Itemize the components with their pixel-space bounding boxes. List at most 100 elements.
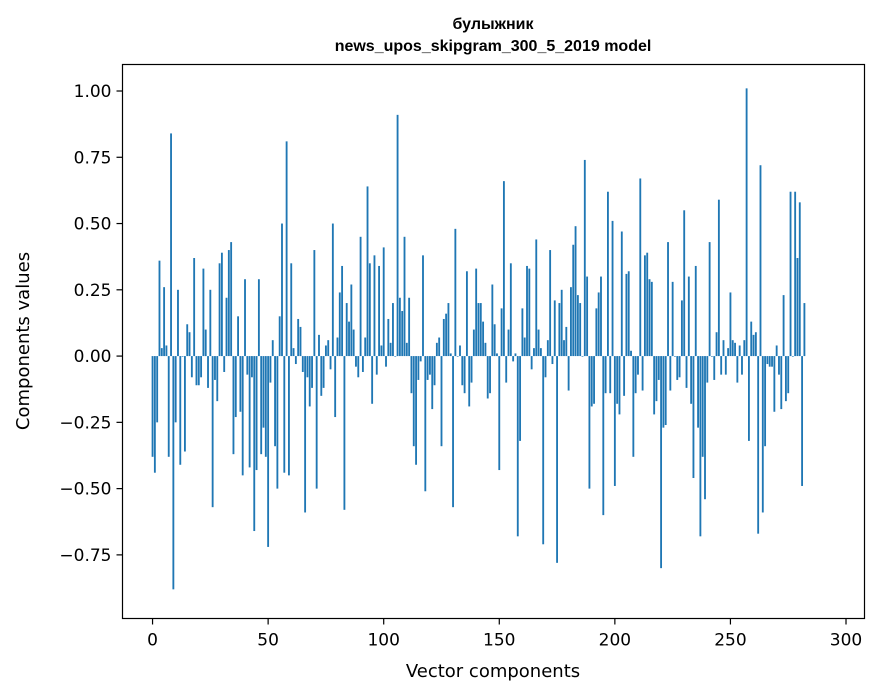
bar [375, 356, 378, 375]
bar [447, 303, 450, 357]
bar [683, 210, 686, 357]
bar [313, 250, 316, 357]
bar [165, 345, 168, 357]
bar [500, 308, 503, 357]
bar [579, 303, 582, 357]
bar [535, 239, 538, 357]
bar [544, 356, 547, 378]
bar [197, 356, 200, 386]
bar [338, 292, 341, 357]
bar [650, 281, 653, 357]
bar [445, 313, 448, 357]
bar [625, 273, 628, 357]
bar [602, 356, 605, 516]
bar [512, 356, 515, 362]
bar [551, 356, 554, 365]
bar [387, 318, 390, 357]
bar [741, 356, 743, 375]
bar [459, 345, 461, 357]
bar [724, 356, 727, 375]
bar [662, 356, 665, 428]
bar [401, 311, 404, 357]
bar [694, 265, 697, 357]
bar [211, 356, 214, 508]
bar [285, 141, 288, 357]
bar [775, 345, 778, 357]
bar [655, 356, 658, 402]
bar [382, 247, 385, 357]
bar [394, 356, 397, 357]
bar [366, 186, 369, 357]
bar [766, 356, 769, 365]
bar [641, 356, 644, 391]
bar [378, 265, 380, 357]
bar [546, 340, 549, 357]
bar [449, 353, 452, 357]
bar [729, 292, 732, 357]
bar [637, 356, 639, 375]
bar [794, 191, 797, 357]
bar [461, 356, 464, 386]
bar [493, 324, 496, 357]
y-axis-label: Components values [13, 252, 34, 430]
bar [530, 356, 533, 370]
bar [773, 356, 776, 412]
bar [560, 289, 563, 357]
bar [791, 356, 794, 357]
bar [345, 303, 348, 357]
bar [627, 271, 630, 357]
bar [507, 329, 510, 357]
bar [643, 255, 646, 357]
bar [764, 356, 767, 447]
bar [389, 342, 392, 357]
bar [697, 356, 699, 428]
bar [745, 88, 748, 357]
bar [574, 226, 577, 357]
bar [311, 356, 313, 388]
bar [452, 356, 454, 508]
bar [667, 242, 669, 357]
bar [167, 356, 170, 457]
bar [558, 303, 561, 357]
bar [193, 258, 196, 357]
bar [435, 342, 438, 357]
bar [787, 356, 790, 394]
y-tick-label: 0.50 [74, 215, 112, 235]
bar [692, 356, 695, 479]
bar [218, 263, 221, 357]
bar [491, 284, 494, 357]
bar [505, 356, 508, 383]
bar [750, 321, 753, 357]
bar [200, 356, 203, 378]
bar [188, 332, 191, 357]
bar [708, 242, 711, 357]
bar [422, 255, 424, 357]
bar [613, 356, 616, 486]
bar [537, 329, 540, 357]
bar [151, 356, 154, 457]
bar [533, 348, 535, 357]
bar [179, 356, 182, 465]
bar [653, 356, 656, 415]
bar [269, 356, 272, 383]
bar [782, 295, 785, 357]
bar [412, 356, 415, 447]
bar [241, 356, 244, 476]
bar [237, 316, 239, 357]
bar [442, 318, 445, 357]
bar [556, 356, 558, 563]
bar [646, 252, 649, 357]
bar [456, 356, 459, 357]
bar [590, 356, 593, 407]
bars-group [151, 88, 806, 590]
bar [771, 356, 773, 367]
bar [664, 356, 667, 425]
bar [209, 289, 212, 357]
bar [607, 191, 609, 357]
bar [648, 279, 651, 357]
bar [304, 356, 307, 513]
bar [690, 356, 693, 404]
bar [380, 345, 383, 357]
bar [260, 356, 263, 455]
bar [509, 263, 512, 357]
